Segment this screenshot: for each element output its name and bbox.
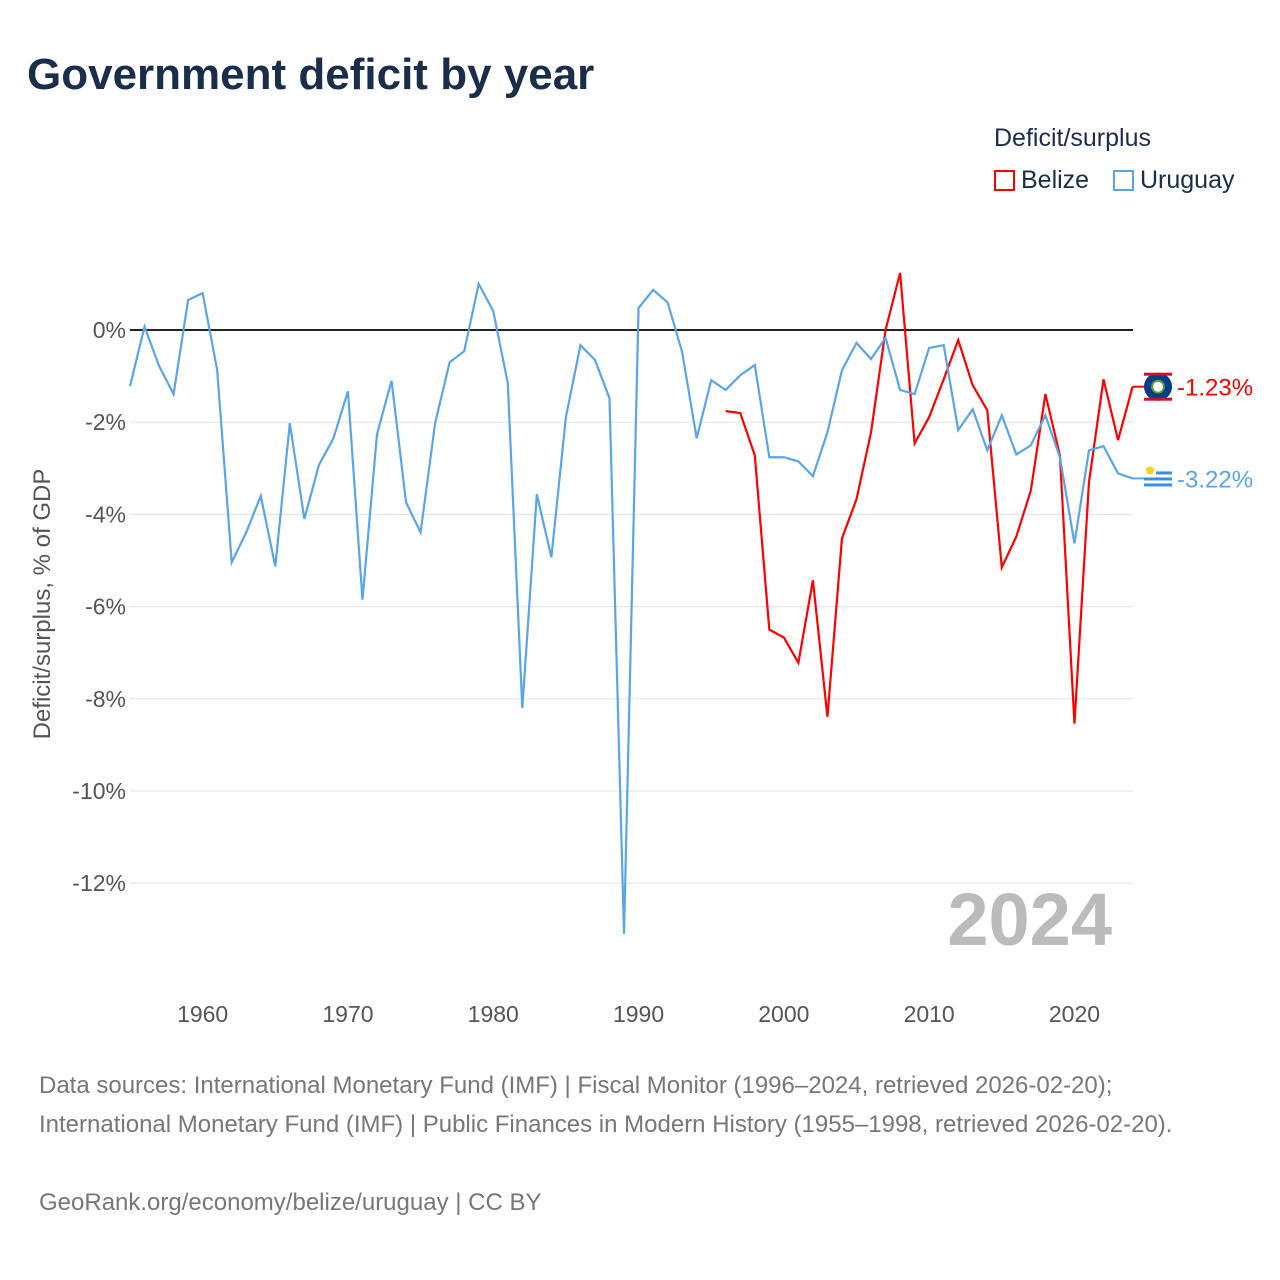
y-axis-label: Deficit/surplus, % of GDP: [29, 469, 56, 740]
data-sources: Data sources: International Monetary Fun…: [39, 1072, 1173, 1138]
x-tick-label: 1980: [468, 1001, 519, 1027]
x-tick-label: 2000: [758, 1001, 809, 1027]
end-value-label: -3.22%: [1177, 466, 1253, 493]
y-tick-label: -12%: [72, 870, 126, 896]
x-tick-label: 1960: [177, 1001, 228, 1027]
chart-title: Government deficit by year: [27, 50, 595, 99]
y-tick-label: 0%: [93, 317, 126, 343]
series-line-belize: [725, 272, 1134, 724]
y-tick-label: -2%: [85, 409, 126, 435]
x-tick-label: 2020: [1049, 1001, 1100, 1027]
belize-flag-icon: [1144, 372, 1172, 401]
legend-item-uruguay[interactable]: Uruguay: [1113, 166, 1235, 195]
y-tick-label: -6%: [85, 594, 126, 620]
legend-title: Deficit/surplus: [994, 124, 1151, 152]
year-watermark: 2024: [947, 878, 1112, 961]
end-value-label: -1.23%: [1177, 375, 1253, 402]
line-chart: 0% -2% -4% -6% -8% -10% -12% 1960 1970 1980 1990 20…: [29, 272, 1253, 1027]
x-tick-label: 2010: [904, 1001, 955, 1027]
legend-item-belize[interactable]: Belize: [994, 166, 1089, 195]
x-tick-label: 1990: [613, 1001, 664, 1027]
legend-label: Uruguay: [1140, 166, 1235, 194]
legend-label: Belize: [1021, 166, 1090, 194]
series-line-uruguay: [128, 280, 1133, 934]
y-tick-label: -10%: [72, 778, 126, 804]
credit-link[interactable]: GeoRank.org/economy/belize/uruguay | CC …: [39, 1189, 542, 1216]
legend-swatch: [994, 170, 1015, 191]
legend-swatch: [1113, 170, 1134, 191]
uruguay-flag-icon: [1144, 464, 1172, 493]
y-tick-label: -8%: [85, 686, 126, 712]
x-tick-label: 1970: [322, 1001, 373, 1027]
y-tick-label: -4%: [85, 501, 126, 527]
